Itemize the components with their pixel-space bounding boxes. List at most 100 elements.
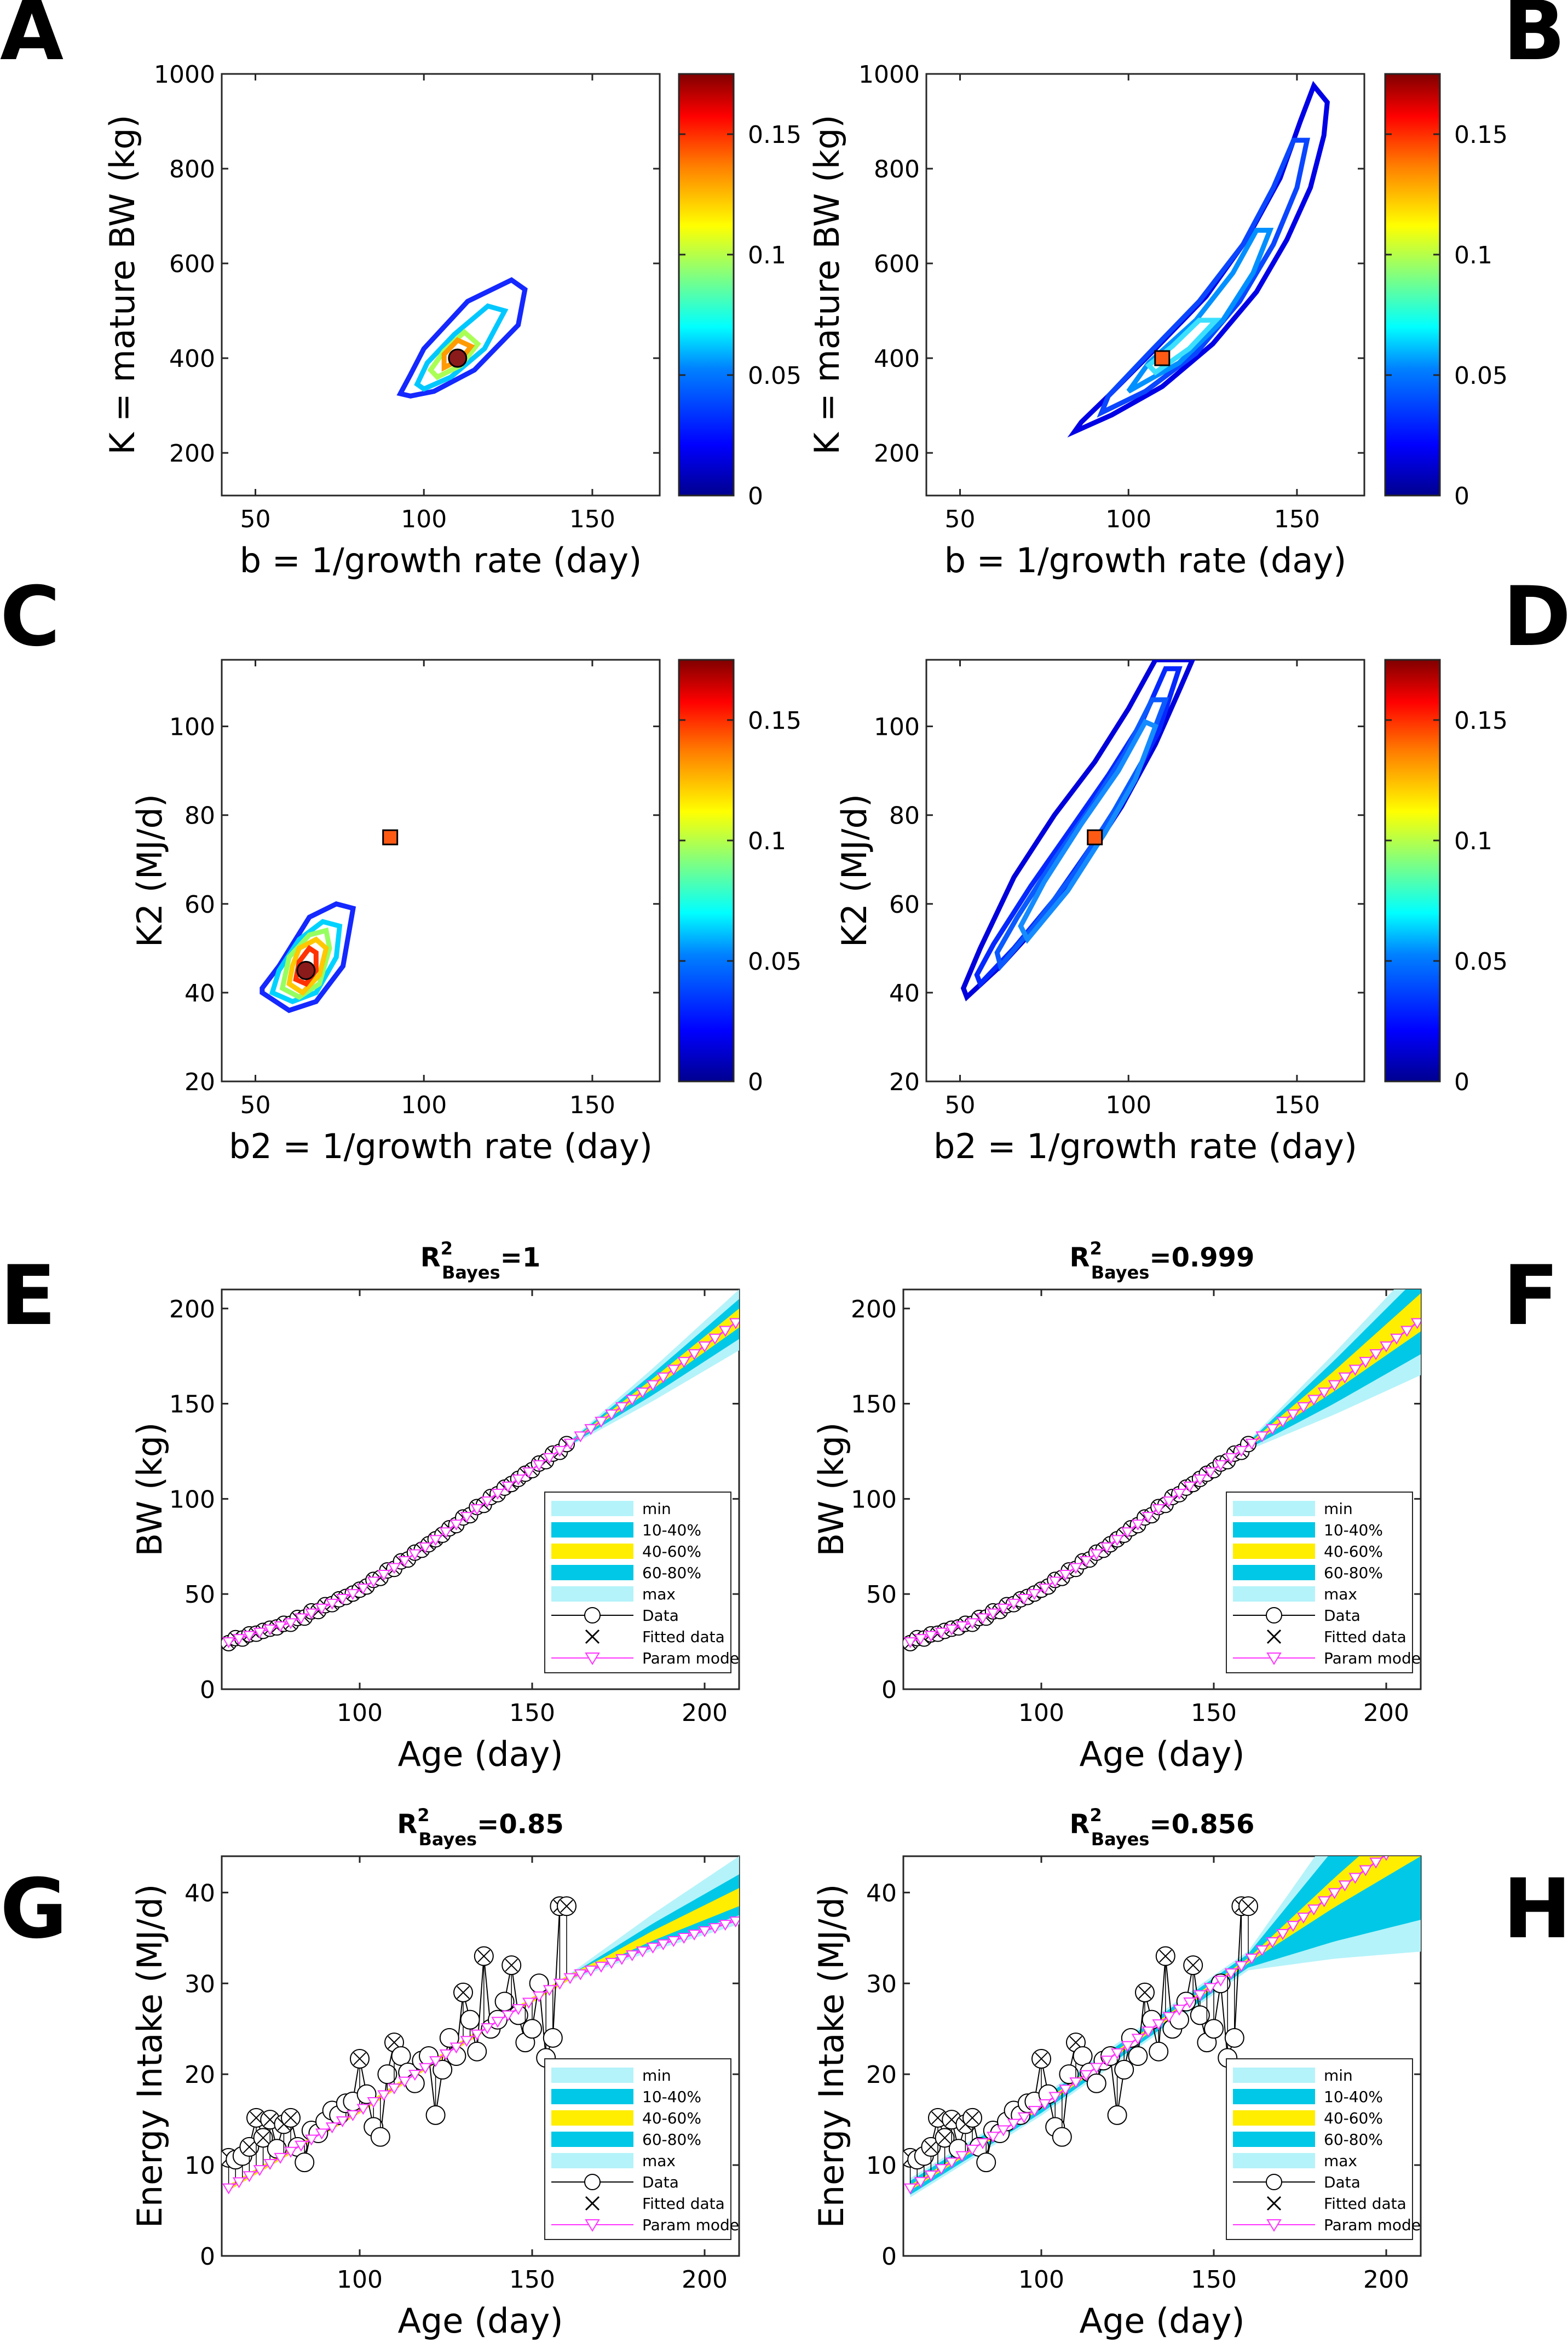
- x-axis-label: Age (day): [397, 2301, 563, 2341]
- param-mode-marker: [1162, 2012, 1175, 2023]
- colorbar-tick-label: 0.15: [1454, 707, 1508, 735]
- legend-label: Data: [1324, 2173, 1361, 2191]
- y-tick-label: 30: [866, 1970, 897, 1998]
- y-tick-label: 60: [185, 891, 215, 919]
- param-mode-marker: [1028, 2106, 1041, 2117]
- legend-label: max: [1324, 2152, 1357, 2170]
- contour-line-0: [1067, 80, 1330, 438]
- y-tick-label: 200: [169, 1296, 215, 1323]
- contour-group: [396, 277, 528, 399]
- fitted-point: [353, 2052, 366, 2065]
- param-mode-marker: [501, 2010, 515, 2022]
- param-mode-marker: [698, 1341, 711, 1352]
- param-mode-marker: [1142, 2026, 1155, 2038]
- param-mode-marker: [346, 2110, 360, 2121]
- param-mode-marker: [1059, 2085, 1072, 2096]
- param-mode-marker: [1152, 2019, 1165, 2030]
- param-mode-marker: [1090, 2063, 1103, 2074]
- legend-swatch: [1233, 1586, 1315, 1602]
- param-mode-marker: [1038, 1584, 1052, 1595]
- data-point: [295, 2152, 315, 2173]
- param-mode-marker: [356, 2104, 370, 2115]
- param-mode-marker: [625, 1950, 639, 1961]
- param-mode-marker: [543, 1985, 556, 1996]
- legend-label: 10-40%: [642, 1521, 701, 1539]
- colorbar-tick-label: 0.05: [1454, 948, 1508, 976]
- param-mode-marker: [408, 2070, 422, 2081]
- param-mode-marker: [1235, 1961, 1248, 1972]
- param-mode-marker: [222, 1637, 235, 1649]
- contour-line-3: [1145, 318, 1222, 376]
- fitted-point: [1035, 2052, 1048, 2065]
- param-mode-marker: [1255, 1431, 1269, 1443]
- param-mode-marker: [966, 1618, 979, 1630]
- y-tick-label: 200: [874, 440, 920, 468]
- param-mode-marker: [1255, 1945, 1269, 1956]
- param-mode-marker: [1142, 1512, 1155, 1523]
- param-mode-marker: [1224, 1453, 1238, 1464]
- param-mode-marker: [1048, 1576, 1062, 1588]
- param-mode-marker: [1287, 1409, 1300, 1421]
- legend-label: Fitted data: [1324, 1628, 1406, 1646]
- axes-frame: [902, 1855, 1422, 2257]
- param-mode-marker: [470, 2029, 483, 2041]
- axes-frame: [925, 73, 1365, 497]
- param-mode-marker: [1266, 1424, 1279, 1435]
- param-mode-marker: [1100, 2056, 1114, 2067]
- param-mode-marker: [263, 1624, 276, 1636]
- param-mode-marker: [284, 1618, 297, 1630]
- data-point: [1107, 2105, 1127, 2125]
- x-tick-label: 150: [1191, 2266, 1237, 2294]
- param-mode-marker: [945, 2157, 958, 2169]
- fitted-point: [938, 2131, 952, 2145]
- param-mode-marker: [996, 1603, 1010, 1615]
- param-mode-marker: [955, 2151, 969, 2162]
- fitted-point: [1069, 2036, 1082, 2049]
- data-point: [439, 2028, 459, 2048]
- y-tick-label: 80: [185, 802, 215, 830]
- param-mode-marker: [924, 1631, 938, 1642]
- legend-swatch: [1233, 1522, 1315, 1538]
- title-superscript: 2: [441, 1238, 453, 1259]
- param-mode-marker: [1328, 1888, 1341, 1899]
- data-point: [1086, 2073, 1106, 2093]
- colorbar-tick-label: 0.15: [1454, 121, 1508, 149]
- colorbar-tick-label: 0: [1454, 482, 1469, 510]
- data-point: [467, 2041, 487, 2062]
- param-mode-marker: [987, 2132, 1000, 2143]
- legend-cross: [585, 1629, 600, 1644]
- param-mode-marker: [1266, 1937, 1279, 1948]
- param-mode-marker: [584, 1965, 597, 1977]
- param-mode-marker: [729, 1318, 739, 1329]
- param-mode-marker: [408, 1549, 422, 1561]
- param-mode-marker: [388, 1563, 401, 1574]
- legend-swatch: [551, 2089, 633, 2104]
- y-tick-label: 0: [881, 2243, 897, 2271]
- legend-swatch: [1233, 2089, 1315, 2104]
- legend-label: 40-60%: [1324, 2109, 1383, 2127]
- param-mode-marker: [512, 1474, 525, 1486]
- param-mode-marker: [398, 1556, 411, 1567]
- param-mode-marker: [1173, 1488, 1186, 1500]
- param-mode-marker: [1380, 1341, 1393, 1352]
- data-point: [377, 2064, 397, 2085]
- param-mode-marker: [1276, 1417, 1289, 1428]
- axes-frame: [925, 659, 1365, 1083]
- colorbar: [1384, 73, 1441, 497]
- legend-swatch: [1233, 1501, 1315, 1516]
- param-mode-marker: [667, 1936, 681, 1947]
- param-mode-marker: [719, 1326, 732, 1337]
- param-mode-marker: [605, 1958, 618, 1969]
- param-mode-marker: [1348, 1365, 1362, 1376]
- title-value: =0.999: [1149, 1242, 1254, 1273]
- title-r: R: [1070, 1242, 1090, 1273]
- legend-label: 10-40%: [1324, 2088, 1383, 2106]
- param-mode-marker: [522, 1467, 535, 1478]
- panel-letter-g: G: [0, 1862, 67, 1957]
- param-mode-marker: [305, 2134, 318, 2146]
- plot-group: [222, 1289, 739, 1651]
- data-point: [976, 2152, 996, 2173]
- param-mode-marker: [1410, 1318, 1421, 1329]
- data-point: [522, 2019, 542, 2039]
- data-point: [1149, 2041, 1169, 2062]
